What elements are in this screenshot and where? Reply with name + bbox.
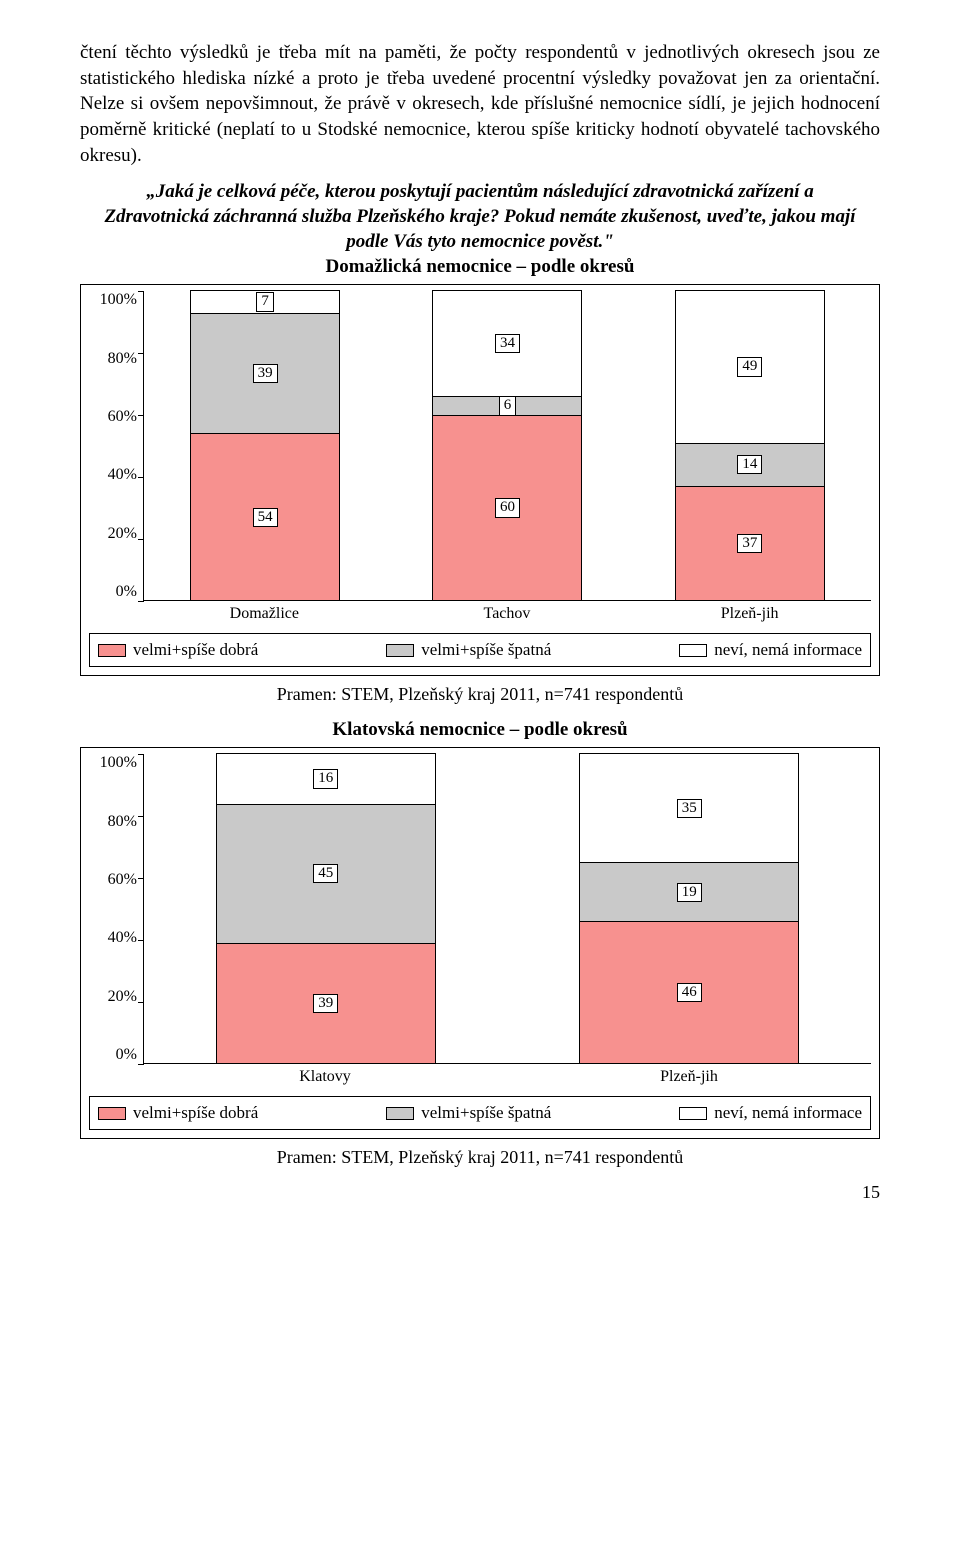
chart2-plot: 16 45 39 35 19 46 — [143, 754, 871, 1064]
segment-good: 39 — [217, 943, 435, 1064]
swatch-bad — [386, 644, 414, 657]
chart1-y-axis: 100% 80% 60% 40% 20% 0% — [89, 291, 143, 601]
segment-noinfo: 49 — [676, 291, 824, 442]
chart1-legend: velmi+spíše dobrá velmi+spíše špatná nev… — [89, 633, 871, 667]
segment-noinfo: 34 — [433, 291, 581, 396]
swatch-noinfo — [679, 1107, 707, 1120]
segment-bad: 39 — [191, 313, 339, 434]
y-tick-label: 100% — [100, 754, 137, 772]
segment-bad: 6 — [433, 396, 581, 415]
chart2-bars: 16 45 39 35 19 46 — [144, 754, 871, 1063]
segment-value: 49 — [737, 357, 762, 376]
y-tick-label: 80% — [108, 350, 137, 368]
legend-label-noinfo: neví, nemá informace — [714, 640, 862, 660]
segment-good: 37 — [676, 486, 824, 600]
chart2-legend: velmi+spíše dobrá velmi+spíše špatná nev… — [89, 1096, 871, 1130]
swatch-good — [98, 1107, 126, 1120]
segment-value: 39 — [313, 994, 338, 1013]
segment-value: 60 — [495, 498, 520, 517]
legend-item-noinfo: neví, nemá informace — [679, 640, 862, 660]
segment-bad: 45 — [217, 804, 435, 943]
segment-value: 37 — [737, 534, 762, 553]
segment-value: 7 — [256, 292, 274, 311]
segment-value: 19 — [677, 883, 702, 902]
chart2-container: 100% 80% 60% 40% 20% 0% 16 45 39 35 19 46 Klatovy P… — [80, 747, 880, 1139]
y-tick-label: 40% — [108, 466, 137, 484]
x-category-label: Domažlice — [189, 605, 339, 623]
legend-label-bad: velmi+spíše špatná — [421, 1103, 551, 1123]
legend-item-good: velmi+spíše dobrá — [98, 640, 258, 660]
segment-good: 54 — [191, 433, 339, 600]
stacked-bar: 49 14 37 — [675, 290, 825, 600]
segment-value: 45 — [313, 864, 338, 883]
chart2-title: Klatovská nemocnice – podle okresů — [80, 719, 880, 741]
segment-value: 46 — [677, 983, 702, 1002]
segment-value: 39 — [253, 364, 278, 383]
x-category-label: Plzeň-jih — [675, 605, 825, 623]
legend-label-noinfo: neví, nemá informace — [714, 1103, 862, 1123]
y-tick-label: 100% — [100, 291, 137, 309]
legend-label-good: velmi+spíše dobrá — [133, 1103, 258, 1123]
survey-question: „Jaká je celková péče, kterou poskytují … — [100, 180, 860, 254]
swatch-bad — [386, 1107, 414, 1120]
swatch-good — [98, 644, 126, 657]
y-tick-label: 20% — [108, 525, 137, 543]
legend-item-bad: velmi+spíše špatná — [386, 1103, 551, 1123]
segment-good: 46 — [580, 921, 798, 1063]
segment-value: 16 — [313, 769, 338, 788]
chart1-source: Pramen: STEM, Plzeňský kraj 2011, n=741 … — [80, 684, 880, 705]
y-tick-label: 60% — [108, 408, 137, 426]
y-tick-label: 60% — [108, 871, 137, 889]
segment-bad: 14 — [676, 443, 824, 486]
chart2-x-labels: Klatovy Plzeň-jih — [143, 1068, 871, 1086]
stacked-bar: 7 39 54 — [190, 290, 340, 600]
chart1-title: Domažlická nemocnice – podle okresů — [80, 256, 880, 278]
segment-value: 6 — [499, 396, 517, 415]
chart2-y-axis: 100% 80% 60% 40% 20% 0% — [89, 754, 143, 1064]
y-tick-label: 0% — [116, 1046, 137, 1064]
stacked-bar: 16 45 39 — [216, 753, 436, 1063]
segment-good: 60 — [433, 415, 581, 600]
legend-item-noinfo: neví, nemá informace — [679, 1103, 862, 1123]
body-paragraph: čtení těchto výsledků je třeba mít na pa… — [80, 40, 880, 168]
x-category-label: Plzeň-jih — [579, 1068, 799, 1086]
swatch-noinfo — [679, 644, 707, 657]
chart1-x-labels: Domažlice Tachov Plzeň-jih — [143, 605, 871, 623]
x-category-label: Klatovy — [215, 1068, 435, 1086]
legend-item-good: velmi+spíše dobrá — [98, 1103, 258, 1123]
chart1-bars: 7 39 54 34 6 60 49 14 37 — [144, 291, 871, 600]
x-category-label: Tachov — [432, 605, 582, 623]
segment-value: 54 — [253, 508, 278, 527]
segment-bad: 19 — [580, 862, 798, 921]
chart1-container: 100% 80% 60% 40% 20% 0% 7 39 54 34 6 60 49 14 37 Doma… — [80, 284, 880, 676]
y-tick-label: 0% — [116, 583, 137, 601]
segment-value: 14 — [737, 455, 762, 474]
segment-value: 34 — [495, 334, 520, 353]
chart2-source: Pramen: STEM, Plzeňský kraj 2011, n=741 … — [80, 1147, 880, 1168]
segment-noinfo: 7 — [191, 291, 339, 313]
legend-label-bad: velmi+spíše špatná — [421, 640, 551, 660]
y-tick-label: 20% — [108, 988, 137, 1006]
y-tick-label: 40% — [108, 929, 137, 947]
segment-value: 35 — [677, 799, 702, 818]
legend-item-bad: velmi+spíše špatná — [386, 640, 551, 660]
stacked-bar: 34 6 60 — [432, 290, 582, 600]
segment-noinfo: 16 — [217, 754, 435, 803]
page-number: 15 — [80, 1182, 880, 1203]
legend-label-good: velmi+spíše dobrá — [133, 640, 258, 660]
stacked-bar: 35 19 46 — [579, 753, 799, 1063]
segment-noinfo: 35 — [580, 754, 798, 862]
chart1-plot: 7 39 54 34 6 60 49 14 37 — [143, 291, 871, 601]
y-tick-label: 80% — [108, 813, 137, 831]
